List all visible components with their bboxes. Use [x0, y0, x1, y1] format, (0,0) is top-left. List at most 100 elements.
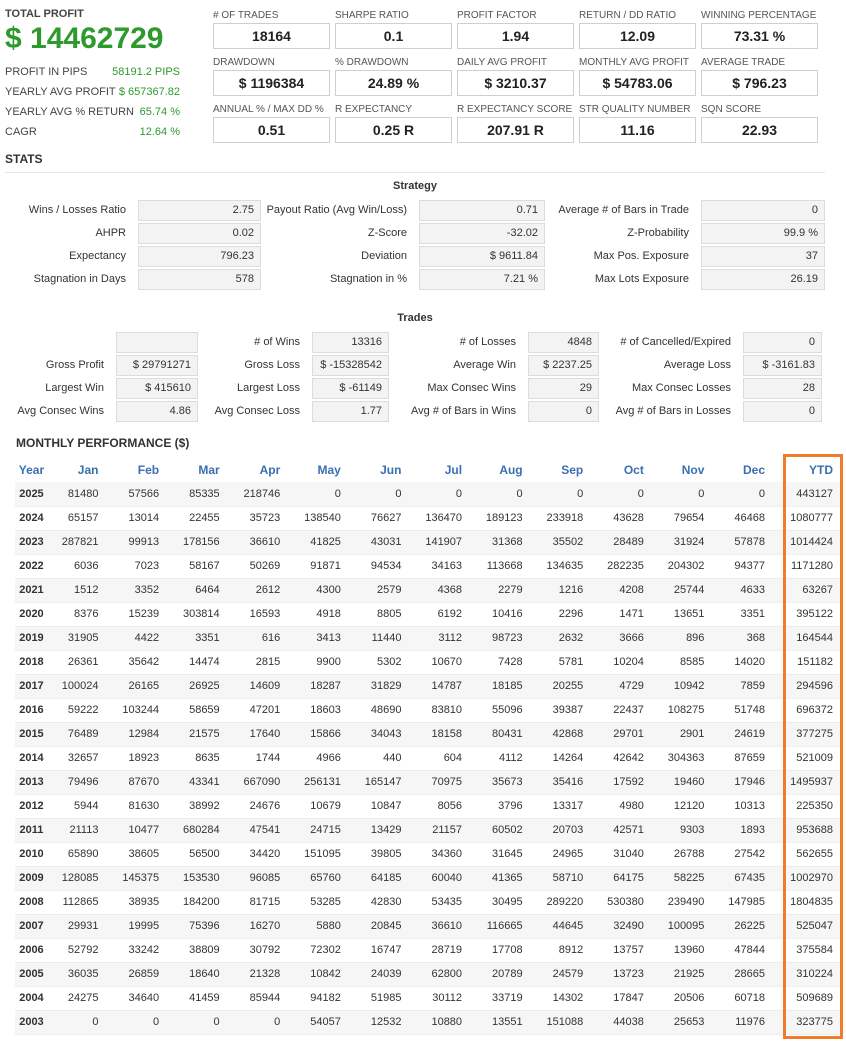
month-cell: 94182 [290, 986, 351, 1011]
month-cell: 76627 [350, 506, 412, 531]
month-cell: 4729 [593, 674, 654, 699]
trades-row: Largest Win $ 415610 Largest Loss $ -61149… [5, 377, 822, 399]
month-cell: 21157 [411, 818, 473, 843]
column-header-dec: Dec [743, 463, 766, 477]
month-cell: 17708 [472, 938, 533, 963]
month-cell: 10847 [350, 794, 412, 819]
month-cell: 10477 [108, 818, 170, 843]
month-cell: 10313 [714, 794, 776, 819]
summary-row: PROFIT IN PIPS 58191.2 PIPS [5, 66, 180, 78]
month-cell: 28489 [593, 530, 654, 555]
month-cell: 8912 [532, 938, 594, 963]
month-cell: 38809 [169, 938, 230, 963]
month-cell: 1744 [229, 746, 291, 771]
month-cell: 21925 [653, 962, 715, 987]
month-cell: 47541 [229, 818, 291, 843]
month-cell: 136470 [411, 506, 473, 531]
month-cell: 138540 [290, 506, 351, 531]
month-cell: 680284 [169, 818, 230, 843]
month-cell: 3352 [108, 578, 170, 603]
month-cell: 4422 [108, 626, 170, 651]
month-cell: 9303 [653, 818, 715, 843]
month-cell: 103244 [108, 698, 170, 723]
month-cell: 87670 [108, 770, 170, 795]
column-header-year: Year [18, 463, 45, 477]
month-cell: 4300 [290, 578, 351, 603]
table-row: 2025 81480 57566 85335 218746 0 0 0 0 0 0 0 0 443127 [15, 482, 841, 507]
month-cell: 58710 [532, 866, 594, 891]
month-cell: 58167 [169, 554, 230, 579]
month-cell: 80431 [472, 722, 533, 747]
trades-row: Avg Consec Wins 4.86 Avg Consec Loss 1.77 … [5, 400, 822, 422]
month-cell: 17847 [593, 986, 654, 1011]
year-cell: 2007 [15, 914, 48, 939]
month-cell: 19460 [653, 770, 715, 795]
month-cell: 34163 [411, 554, 473, 579]
month-cell: 26165 [108, 674, 170, 699]
month-cell: 26859 [108, 962, 170, 987]
month-cell: 38992 [169, 794, 230, 819]
month-cell: 2901 [653, 722, 715, 747]
month-cell: 12984 [108, 722, 170, 747]
month-cell: 19995 [108, 914, 170, 939]
month-cell: 10416 [472, 602, 533, 627]
ytd-cell: 151182 [775, 650, 841, 675]
month-cell: 8376 [47, 602, 109, 627]
month-cell: 165147 [350, 770, 412, 795]
month-cell: 151088 [532, 1010, 594, 1035]
year-cell: 2006 [15, 938, 48, 963]
month-cell: 9900 [290, 650, 351, 675]
year-cell: 2023 [15, 530, 48, 555]
ytd-cell: 1804835 [775, 890, 841, 915]
year-cell: 2025 [15, 482, 48, 507]
month-cell: 94377 [714, 554, 776, 579]
month-cell: 14474 [169, 650, 230, 675]
month-cell: 53285 [290, 890, 351, 915]
summary-row: YEARLY AVG PROFIT $ 657367.82 [5, 86, 180, 98]
month-cell: 4112 [472, 746, 533, 771]
month-cell: 4633 [714, 578, 776, 603]
summary-row: YEARLY AVG % RETURN 65.74 % [5, 106, 180, 118]
month-cell: 32657 [47, 746, 109, 771]
month-cell: 36610 [411, 914, 473, 939]
table-row: 2020 8376 15239 303814 16593 4918 8805 6192 1041… [15, 602, 841, 627]
strategy-row: Wins / Losses Ratio 2.75 Payout Ratio (Av… [5, 199, 825, 221]
table-row: 2008 112865 38935 184200 81715 53285 42830 5343… [15, 890, 841, 915]
month-cell: 15239 [108, 602, 170, 627]
month-cell: 14264 [532, 746, 594, 771]
month-cell: 55096 [472, 698, 533, 723]
ytd-cell: 63267 [775, 578, 841, 603]
year-cell: 2009 [15, 866, 48, 891]
month-cell: 65760 [290, 866, 351, 891]
metrics-grid: # OF TRADES 18164 SHARPE RATIO 0.1 PROFIT … [213, 10, 823, 143]
month-cell: 26225 [714, 914, 776, 939]
month-cell: 4368 [411, 578, 473, 603]
month-cell: 0 [472, 482, 533, 507]
month-cell: 26361 [47, 650, 109, 675]
ytd-cell: 164544 [775, 626, 841, 651]
table-row: 2016 59222 103244 58659 47201 18603 48690 83810… [15, 698, 841, 723]
ytd-cell: 1014424 [775, 530, 841, 555]
year-cell: 2020 [15, 602, 48, 627]
month-cell: 11440 [350, 626, 412, 651]
column-header-feb: Feb [137, 463, 160, 477]
month-cell: 24965 [532, 842, 594, 867]
month-cell: 72302 [290, 938, 351, 963]
month-cell: 13014 [108, 506, 170, 531]
month-cell: 34420 [229, 842, 291, 867]
column-header-jul: Jul [444, 463, 463, 477]
table-header-row: Year Jan Feb Mar Apr May Jun Jul Aug Sep Oct Nov Dec… [15, 458, 841, 482]
metric-tile: SQN SCORE 22.93 [701, 104, 818, 143]
month-cell: 6464 [169, 578, 230, 603]
year-cell: 2004 [15, 986, 48, 1011]
month-cell: 18923 [108, 746, 170, 771]
ytd-cell: 294596 [775, 674, 841, 699]
month-cell: 113668 [472, 554, 533, 579]
table-row: 2013 79496 87670 43341 667090 256131 165147 709… [15, 770, 841, 795]
year-cell: 2010 [15, 842, 48, 867]
month-cell: 100024 [47, 674, 109, 699]
month-cell: 91871 [290, 554, 351, 579]
month-cell: 16593 [229, 602, 291, 627]
month-cell: 76489 [47, 722, 109, 747]
month-cell: 0 [47, 1010, 109, 1035]
